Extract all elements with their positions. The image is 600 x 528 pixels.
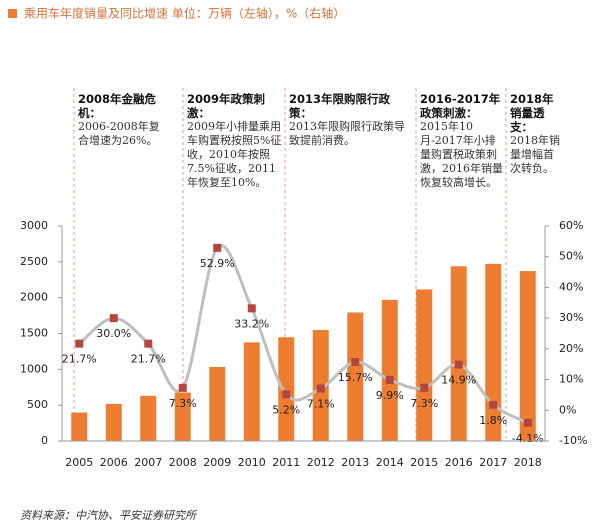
data-label: 7.3% bbox=[410, 397, 438, 410]
annotation-heading: 2018年销量透支： bbox=[510, 92, 554, 134]
annotation-heading: 2013年限购限行政策： bbox=[289, 92, 391, 120]
y2-tick-label: -10% bbox=[559, 434, 587, 447]
bar bbox=[519, 271, 536, 441]
x-tick-label: 2018 bbox=[514, 456, 542, 469]
annotation-text: 2018年销量增幅首次转负。 bbox=[510, 134, 560, 175]
bar bbox=[71, 412, 88, 441]
bar bbox=[209, 366, 226, 441]
source: 资料来源：中汽协、平安证券研究所 bbox=[20, 509, 198, 522]
y-tick-label: 500 bbox=[27, 398, 48, 411]
marker bbox=[454, 360, 463, 369]
bar bbox=[381, 299, 398, 441]
annotation: 2009年政策刺激： 2009年小排量乘用车购置税按照5%征收，2010年按照7.… bbox=[187, 92, 282, 190]
data-label: 5.2% bbox=[272, 403, 300, 416]
data-label: 21.7% bbox=[131, 353, 166, 366]
marker bbox=[144, 339, 153, 348]
x-tick-label: 2007 bbox=[134, 456, 162, 469]
x-tick-label: 2016 bbox=[445, 456, 473, 469]
x-tick-label: 2008 bbox=[169, 456, 197, 469]
bar bbox=[105, 403, 122, 441]
annotation-text: 2015年10月-2017年小排量购置税政策刺激，2016年销量恢复较高增长。 bbox=[420, 120, 503, 189]
annotation-text: 2009年小排量乘用车购置税按照5%征收，2010年按照7.5%征收，2011年… bbox=[187, 120, 282, 189]
bar bbox=[174, 392, 191, 441]
data-label: 33.2% bbox=[234, 317, 269, 330]
y-tick-label: 0 bbox=[41, 434, 48, 447]
bar bbox=[243, 342, 260, 441]
y-tick-label: 2000 bbox=[20, 291, 48, 304]
x-tick-label: 2010 bbox=[238, 456, 266, 469]
bar bbox=[140, 395, 157, 441]
bar bbox=[485, 263, 502, 441]
annotation: 2018年销量透支： 2018年销量增幅首次转负。 bbox=[510, 92, 562, 176]
y2-tick-label: 0% bbox=[559, 403, 576, 416]
x-tick-label: 2011 bbox=[272, 456, 300, 469]
y2-tick-label: 40% bbox=[559, 280, 583, 293]
bar bbox=[278, 337, 295, 441]
y2-tick-label: 20% bbox=[559, 342, 583, 355]
y2-tick-label: 60% bbox=[559, 219, 583, 232]
marker bbox=[351, 358, 360, 367]
marker bbox=[282, 390, 291, 399]
y-tick-label: 2500 bbox=[20, 255, 48, 268]
y-tick-label: 3000 bbox=[20, 219, 48, 232]
bar bbox=[347, 312, 364, 441]
data-label: -4.1% bbox=[512, 432, 544, 445]
data-label: 15.7% bbox=[338, 371, 373, 384]
data-label: 14.9% bbox=[441, 374, 476, 387]
x-tick-label: 2009 bbox=[203, 456, 231, 469]
annotation-heading: 2016-2017年政策刺激： bbox=[420, 92, 501, 120]
annotation-heading: 2008年金融危机： bbox=[78, 92, 157, 120]
annotation: 2013年限购限行政策： 2013年限购限行政策导致提前消费。 bbox=[289, 92, 409, 148]
data-label: 52.9% bbox=[200, 257, 235, 270]
y2-tick-label: 50% bbox=[559, 250, 583, 263]
y-tick-label: 1500 bbox=[20, 327, 48, 340]
x-tick-label: 2015 bbox=[410, 456, 438, 469]
marker bbox=[247, 304, 256, 313]
title-bullet bbox=[8, 9, 17, 18]
bar bbox=[450, 266, 467, 441]
annotation-text: 2013年限购限行政策导致提前消费。 bbox=[289, 120, 405, 147]
y-tick-label: 1000 bbox=[20, 362, 48, 375]
bar bbox=[416, 289, 433, 441]
x-tick-label: 2012 bbox=[307, 456, 335, 469]
annotation: 2008年金融危机： 2006-2008年复合增速为26%。 bbox=[78, 92, 170, 148]
marker bbox=[489, 400, 498, 409]
y2-tick-label: 10% bbox=[559, 373, 583, 386]
data-label: 21.7% bbox=[62, 353, 97, 366]
x-tick-label: 2014 bbox=[376, 456, 404, 469]
y2-tick-label: 30% bbox=[559, 311, 583, 324]
marker bbox=[316, 384, 325, 393]
marker bbox=[178, 383, 187, 392]
marker bbox=[213, 243, 222, 252]
marker bbox=[75, 339, 84, 348]
marker bbox=[109, 314, 118, 323]
marker bbox=[385, 375, 394, 384]
annotation-heading: 2009年政策刺激： bbox=[187, 92, 266, 120]
data-label: 30.0% bbox=[96, 327, 131, 340]
x-tick-label: 2013 bbox=[341, 456, 369, 469]
data-label: 7.1% bbox=[307, 397, 335, 410]
marker bbox=[420, 383, 429, 392]
annotation-text: 2006-2008年复合增速为26%。 bbox=[78, 120, 160, 147]
x-tick-label: 2005 bbox=[65, 456, 93, 469]
x-tick-label: 2017 bbox=[479, 456, 507, 469]
x-tick-label: 2006 bbox=[100, 456, 128, 469]
data-label: 7.3% bbox=[169, 397, 197, 410]
data-label: 1.8% bbox=[479, 414, 507, 427]
marker bbox=[523, 418, 532, 427]
data-label: 9.9% bbox=[376, 389, 404, 402]
annotation: 2016-2017年政策刺激： 2015年10月-2017年小排量购置税政策刺激，… bbox=[420, 92, 506, 190]
chart-title: 乘用车年度销量及同比增速 单位：万辆（左轴），%（右轴） bbox=[24, 6, 345, 21]
